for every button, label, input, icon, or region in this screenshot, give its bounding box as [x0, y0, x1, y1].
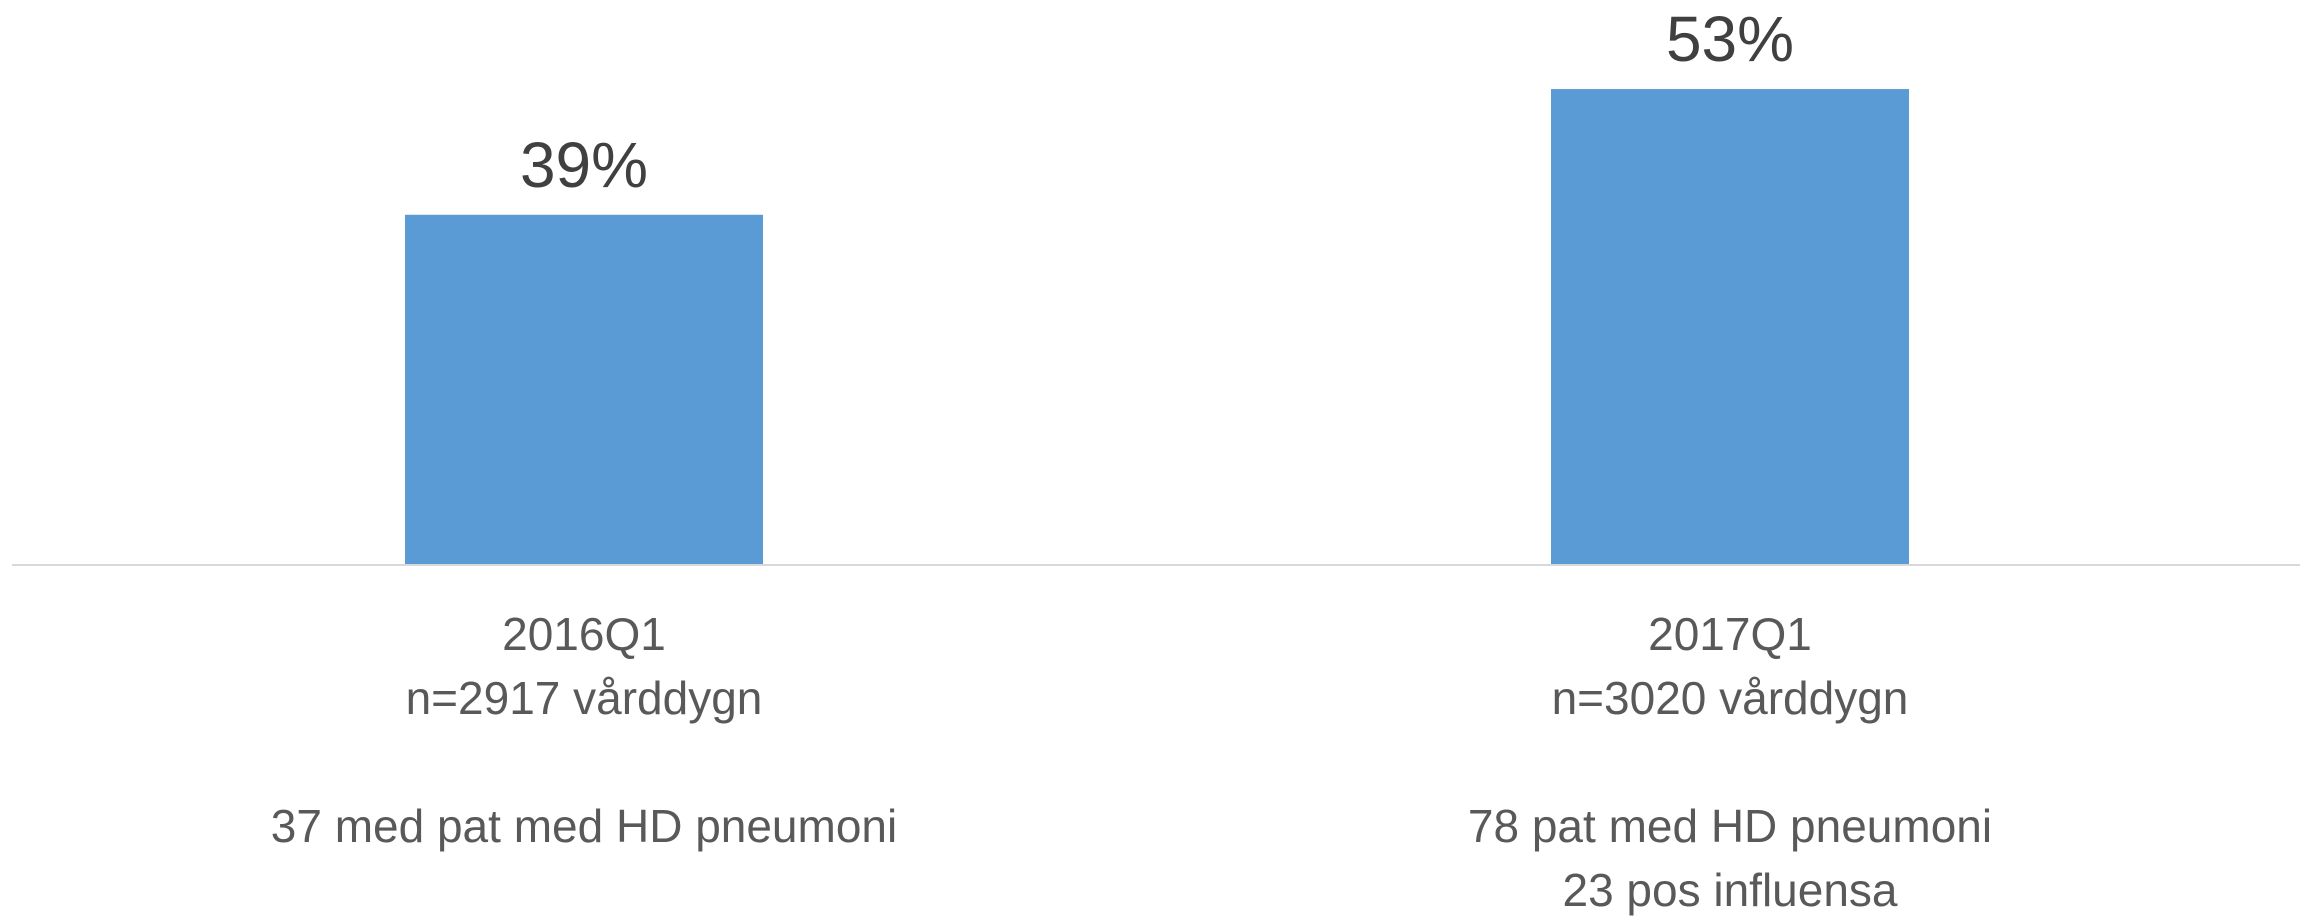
category-label-1-line-4: 23 pos influensa: [1562, 864, 1897, 916]
bar-value-label-1: 53%: [1666, 3, 1794, 75]
category-label-1-line-1: n=3020 vårddygn: [1552, 672, 1909, 724]
bar-value-label-0: 39%: [520, 129, 648, 201]
bar-0: [405, 214, 763, 565]
category-labels-group: 2016Q1 n=2917 vårddygn 37 med pat med HD p…: [271, 608, 1992, 916]
bars-group: [405, 89, 1909, 565]
category-label-1-line-0: 2017Q1: [1648, 608, 1812, 660]
category-label-0-line-3: 37 med pat med HD pneumoni: [271, 800, 897, 852]
category-label-1-line-3: 78 pat med HD pneumoni: [1468, 800, 1992, 852]
value-labels-group: 39% 53%: [520, 3, 1794, 201]
category-label-0-line-0: 2016Q1: [502, 608, 666, 660]
bar-1: [1551, 89, 1909, 565]
category-label-0-line-1: n=2917 vårddygn: [406, 672, 763, 724]
